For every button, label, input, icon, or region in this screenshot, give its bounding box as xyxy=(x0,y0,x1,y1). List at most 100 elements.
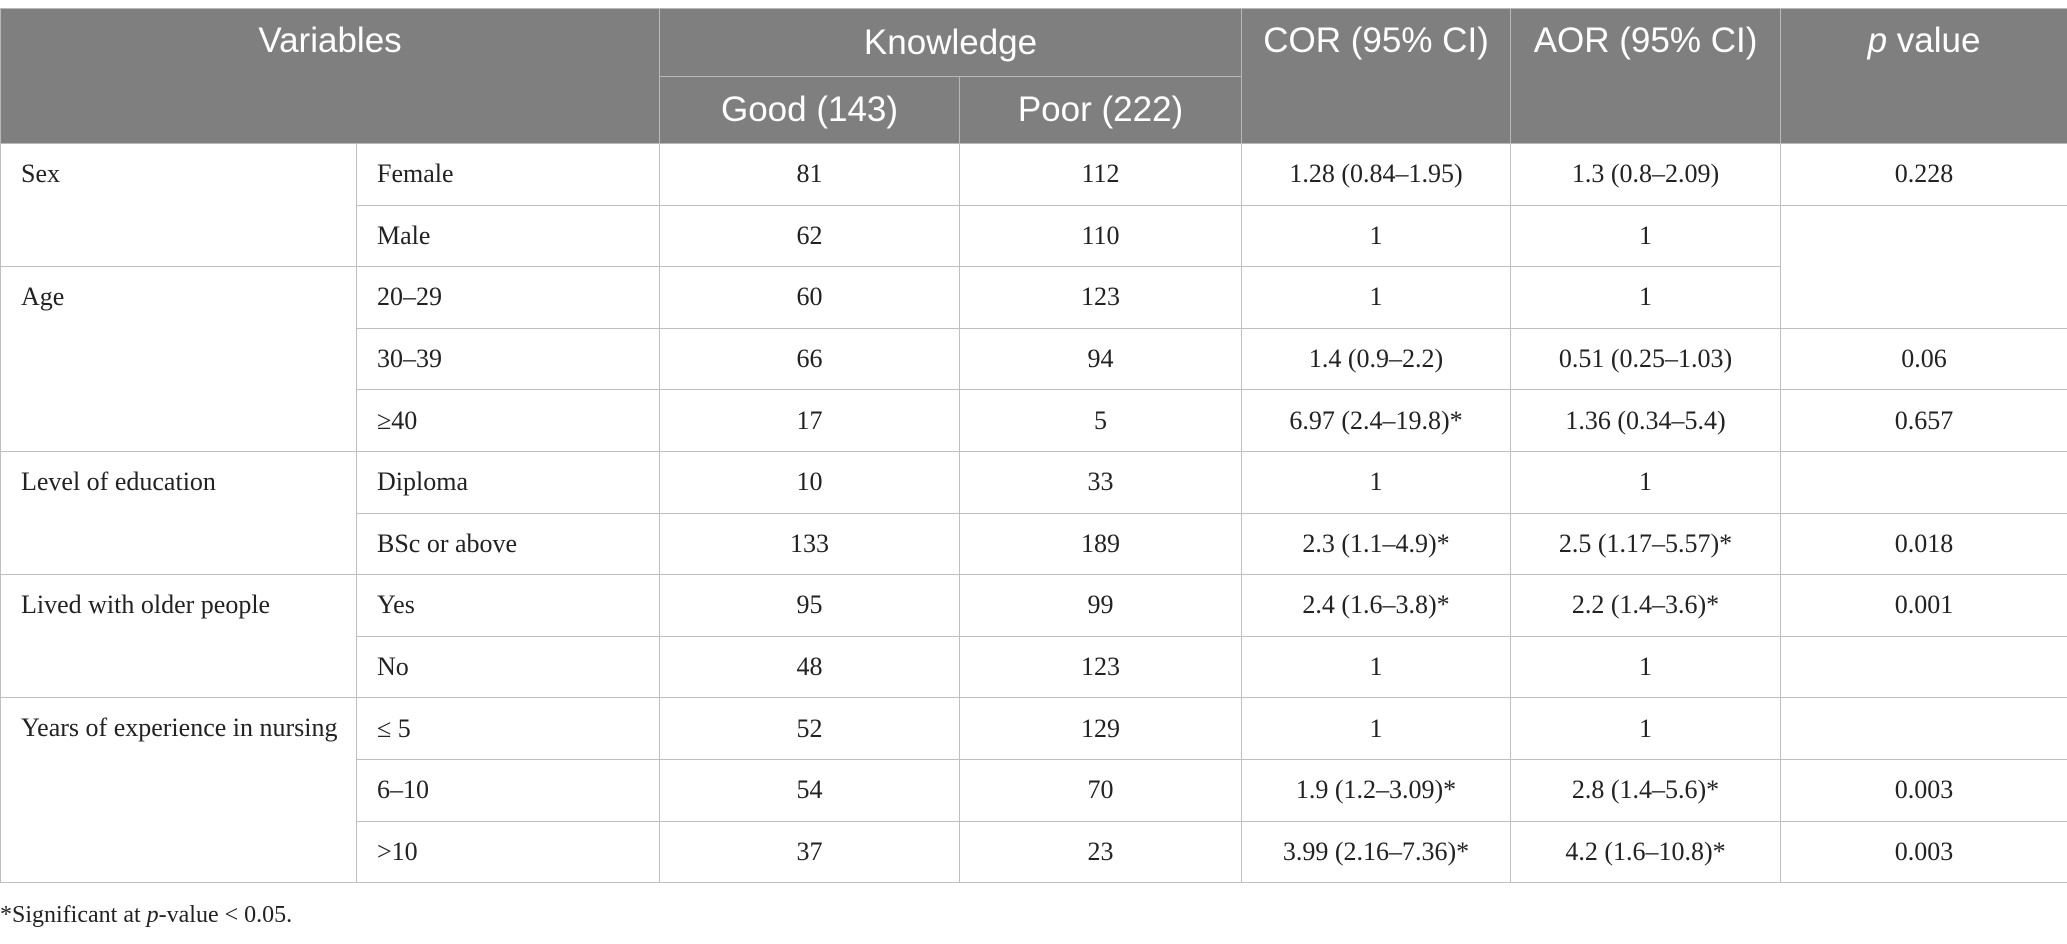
cor-cell: 1 xyxy=(1241,635,1512,699)
good-cell: 54 xyxy=(659,758,961,822)
p-value-rest: value xyxy=(1887,21,1981,60)
poor-cell: 189 xyxy=(959,512,1243,576)
header-poor: Poor (222) xyxy=(959,76,1243,144)
poor-cell: 123 xyxy=(959,635,1243,699)
variable-label: Sex xyxy=(0,142,357,268)
category-cell: Male xyxy=(355,204,661,268)
table-header: Variables Knowledge COR (95% CI) AOR (95… xyxy=(0,8,2067,144)
table-row: BSc or above 133 189 2.3 (1.1–4.9)* 2.5 … xyxy=(1,512,2067,576)
poor-cell: 70 xyxy=(959,758,1243,822)
header-p-value: p value xyxy=(1780,8,2067,144)
category-cell: ≥40 xyxy=(355,389,661,452)
aor-cell: 1 xyxy=(1510,697,1782,760)
aor-cell: 2.8 (1.4–5.6)* xyxy=(1510,758,1782,822)
good-cell: 48 xyxy=(659,635,961,699)
category-cell: 6–10 xyxy=(355,758,661,822)
category-cell: Yes xyxy=(355,574,661,637)
aor-cell: 0.51 (0.25–1.03) xyxy=(1510,327,1782,391)
header-cor: COR (95% CI) xyxy=(1241,8,1512,144)
poor-cell: 94 xyxy=(959,327,1243,391)
table-row: >10 37 23 3.99 (2.16–7.36)* 4.2 (1.6–10.… xyxy=(1,820,2067,884)
cor-cell: 6.97 (2.4–19.8)* xyxy=(1241,389,1512,452)
table-row: Level of education Diploma 10 33 1 1 xyxy=(0,450,2067,576)
footnote-rest: -value < 0.05. xyxy=(158,902,293,928)
table-wrapper: Variables Knowledge COR (95% CI) AOR (95… xyxy=(0,8,2067,884)
good-cell: 52 xyxy=(659,697,961,760)
table-row: Years of experience in nursing ≤ 5 52 12… xyxy=(0,697,2067,884)
variable-label: Level of education xyxy=(0,450,357,576)
p-cell: 0.018 xyxy=(1780,512,2067,576)
results-table: Variables Knowledge COR (95% CI) AOR (95… xyxy=(0,8,2067,884)
p-cell: 0.228 xyxy=(1780,143,2067,206)
p-cell xyxy=(1780,204,2067,329)
cor-cell: 2.4 (1.6–3.8)* xyxy=(1241,574,1512,637)
category-cell: 30–39 xyxy=(355,327,661,391)
aor-cell: 1 xyxy=(1510,450,1782,514)
cor-cell: 1.4 (0.9–2.2) xyxy=(1241,327,1512,391)
table-row: Age 20–29 60 123 1 1 xyxy=(0,266,2067,452)
variable-label: Lived with older people xyxy=(0,574,357,699)
good-cell: 37 xyxy=(659,820,961,884)
aor-cell: 1 xyxy=(1510,635,1782,699)
header-good: Good (143) xyxy=(659,76,961,144)
aor-cell: 2.5 (1.17–5.57)* xyxy=(1510,512,1782,576)
good-cell: 95 xyxy=(659,574,961,637)
aor-cell: 2.2 (1.4–3.6)* xyxy=(1510,574,1782,637)
good-cell: 62 xyxy=(659,204,961,268)
variable-label: Age xyxy=(0,266,357,452)
p-cell: 0.06 xyxy=(1780,327,2067,391)
cor-cell: 3.99 (2.16–7.36)* xyxy=(1241,820,1512,884)
table-row: No 48 123 1 1 xyxy=(1,635,2067,699)
good-cell: 10 xyxy=(659,450,961,514)
header-knowledge: Knowledge xyxy=(659,8,1243,77)
aor-cell: 1 xyxy=(1510,204,1782,268)
category-cell: No xyxy=(355,635,661,699)
cor-cell: 1 xyxy=(1241,450,1512,514)
category-cell: Female xyxy=(355,143,661,206)
poor-cell: 123 xyxy=(959,266,1243,329)
cor-cell: 2.3 (1.1–4.9)* xyxy=(1241,512,1512,576)
table-footnote: *Significant at p-value < 0.05. xyxy=(0,902,292,929)
poor-cell: 23 xyxy=(959,820,1243,884)
aor-cell: 4.2 (1.6–10.8)* xyxy=(1510,820,1782,884)
p-cell xyxy=(1780,635,2067,699)
table-row: Sex Female 81 112 1.28 (0.84–1.95) 1.3 (… xyxy=(0,142,2067,268)
good-cell: 81 xyxy=(659,143,961,206)
table-row: 6–10 54 70 1.9 (1.2–3.09)* 2.8 (1.4–5.6)… xyxy=(1,758,2067,822)
header-aor: AOR (95% CI) xyxy=(1510,8,1782,144)
good-cell: 66 xyxy=(659,327,961,391)
cor-cell: 1.9 (1.2–3.09)* xyxy=(1241,758,1512,822)
table-row: Lived with older people Yes 95 99 2.4 (1… xyxy=(0,574,2067,699)
category-cell: Diploma xyxy=(355,450,661,514)
footnote-p-italic: p xyxy=(146,902,159,928)
poor-cell: 5 xyxy=(959,389,1243,452)
cor-cell: 1 xyxy=(1241,204,1512,268)
poor-cell: 99 xyxy=(959,574,1243,637)
good-cell: 60 xyxy=(659,266,961,329)
cor-cell: 1 xyxy=(1241,697,1512,760)
cor-cell: 1.28 (0.84–1.95) xyxy=(1241,143,1512,206)
category-cell: BSc or above xyxy=(355,512,661,576)
poor-cell: 33 xyxy=(959,450,1243,514)
table-row: ≥40 17 5 6.97 (2.4–19.8)* 1.36 (0.34–5.4… xyxy=(1,389,2067,452)
p-cell: 0.657 xyxy=(1780,389,2067,452)
poor-cell: 110 xyxy=(959,204,1243,268)
aor-cell: 1.3 (0.8–2.09) xyxy=(1510,143,1782,206)
variable-label: Years of experience in nursing xyxy=(0,697,357,884)
poor-cell: 129 xyxy=(959,697,1243,760)
poor-cell: 112 xyxy=(959,143,1243,206)
category-cell: ≤ 5 xyxy=(355,697,661,760)
category-cell: >10 xyxy=(355,820,661,884)
category-cell: 20–29 xyxy=(355,266,661,329)
p-cell xyxy=(1780,450,2067,514)
aor-cell: 1.36 (0.34–5.4) xyxy=(1510,389,1782,452)
p-cell: 0.003 xyxy=(1780,820,2067,884)
footnote-lead: *Significant at xyxy=(0,902,147,928)
good-cell: 133 xyxy=(659,512,961,576)
cor-cell: 1 xyxy=(1241,266,1512,329)
p-cell xyxy=(1780,697,2067,760)
good-cell: 17 xyxy=(659,389,961,452)
p-italic: p xyxy=(1867,21,1888,60)
table-body: Sex Female 81 112 1.28 (0.84–1.95) 1.3 (… xyxy=(0,142,2067,884)
aor-cell: 1 xyxy=(1510,266,1782,329)
